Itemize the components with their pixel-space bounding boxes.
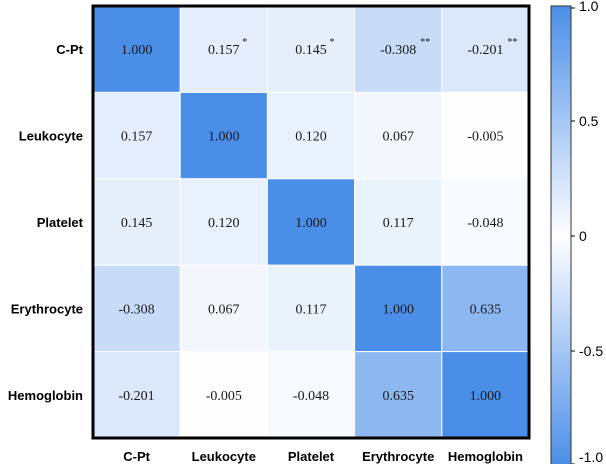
cell-value: 0.117: [296, 302, 327, 317]
cell-value: 0.120: [295, 130, 327, 145]
heatmap-cell: [92, 91, 181, 180]
cell-value: 0.635: [470, 302, 502, 317]
row-label: C-Pt: [56, 42, 83, 57]
heatmap-cell: [179, 351, 268, 439]
heatmap-cell: [179, 264, 268, 353]
cell-value: -0.308: [119, 302, 155, 317]
heatmap-border: [91, 4, 531, 440]
colorbar-tick-label: -0.5: [579, 343, 603, 359]
heatmap-cell: [441, 5, 530, 93]
significance-mark: **: [507, 37, 517, 48]
colorbar-tick-label: 0: [579, 228, 587, 244]
heatmap-cell: [441, 351, 530, 439]
heatmap-cell: [92, 351, 181, 439]
row-label: Leukocyte: [19, 129, 83, 144]
cell-value: 0.067: [382, 130, 414, 145]
cell-value: -0.005: [467, 130, 503, 145]
heatmap-cell: [266, 178, 356, 266]
column-label: Platelet: [288, 449, 335, 464]
cell-value: -0.005: [206, 389, 242, 404]
heatmap-cell: [441, 91, 530, 180]
cell-value: 0.067: [208, 302, 240, 317]
heatmap-cell: [266, 264, 356, 353]
row-label: Erythrocyte: [11, 301, 83, 316]
cell-value: 1.000: [470, 389, 502, 404]
heatmap-cell: [266, 351, 356, 439]
colorbar: [550, 5, 572, 464]
row-label: Platelet: [37, 215, 84, 230]
heatmap-cell: [354, 264, 443, 353]
colorbar-tick-label: 0.5: [579, 113, 599, 129]
column-labels: C-Pt Leukocyte Platelet Erythrocyte Hemoglob…: [123, 449, 523, 464]
heatmap-cell: [179, 178, 268, 266]
row-label: Hemoglobin: [8, 388, 83, 403]
row-labels: C-Pt Leukocyte Platelet Erythrocyte Hemoglob…: [8, 42, 84, 403]
cell-value: 1.000: [208, 130, 240, 145]
cell-value: 1.000: [121, 43, 153, 58]
column-label: C-Pt: [123, 449, 150, 464]
cell-value: 1.000: [382, 302, 414, 317]
cell-value: -0.201: [119, 389, 155, 404]
significance-mark: *: [242, 37, 247, 48]
colorbar-tick-label: 1.0: [579, 0, 599, 14]
heatmap-cells: 1.000 0.157*0.145*-0.308**-0.201**0.157 1.…: [92, 5, 530, 439]
significance-mark: *: [330, 37, 335, 48]
column-label: Leukocyte: [192, 449, 256, 464]
cell-value: 0.117: [383, 216, 414, 231]
significance-mark: **: [420, 37, 430, 48]
cell-value: -0.201: [467, 43, 503, 58]
heatmap-cell: [354, 178, 443, 266]
heatmap-cell: [266, 91, 356, 180]
heatmap-cell: [92, 5, 181, 93]
cell-value: 0.120: [208, 216, 240, 231]
colorbar-ticks: 1.0 0.5 0 -0.5 -1.0: [571, 0, 603, 464]
cell-value: 0.635: [382, 389, 414, 404]
heatmap-cell: [441, 178, 530, 266]
heatmap-cell: [354, 5, 443, 93]
cell-value: 0.157: [121, 130, 153, 145]
cell-value: -0.048: [293, 389, 329, 404]
heatmap-cell: [441, 264, 530, 353]
column-label: Erythrocyte: [362, 449, 434, 464]
heatmap-cell: [179, 5, 268, 93]
cell-value: 0.145: [295, 43, 327, 58]
cell-value: 1.000: [295, 216, 327, 231]
column-label: Hemoglobin: [448, 449, 523, 464]
cell-value: 0.157: [208, 43, 240, 58]
colorbar-tick-label: -1.0: [579, 449, 603, 464]
cell-value: 0.145: [121, 216, 153, 231]
cell-value: -0.308: [380, 43, 416, 58]
cell-value: -0.048: [467, 216, 503, 231]
